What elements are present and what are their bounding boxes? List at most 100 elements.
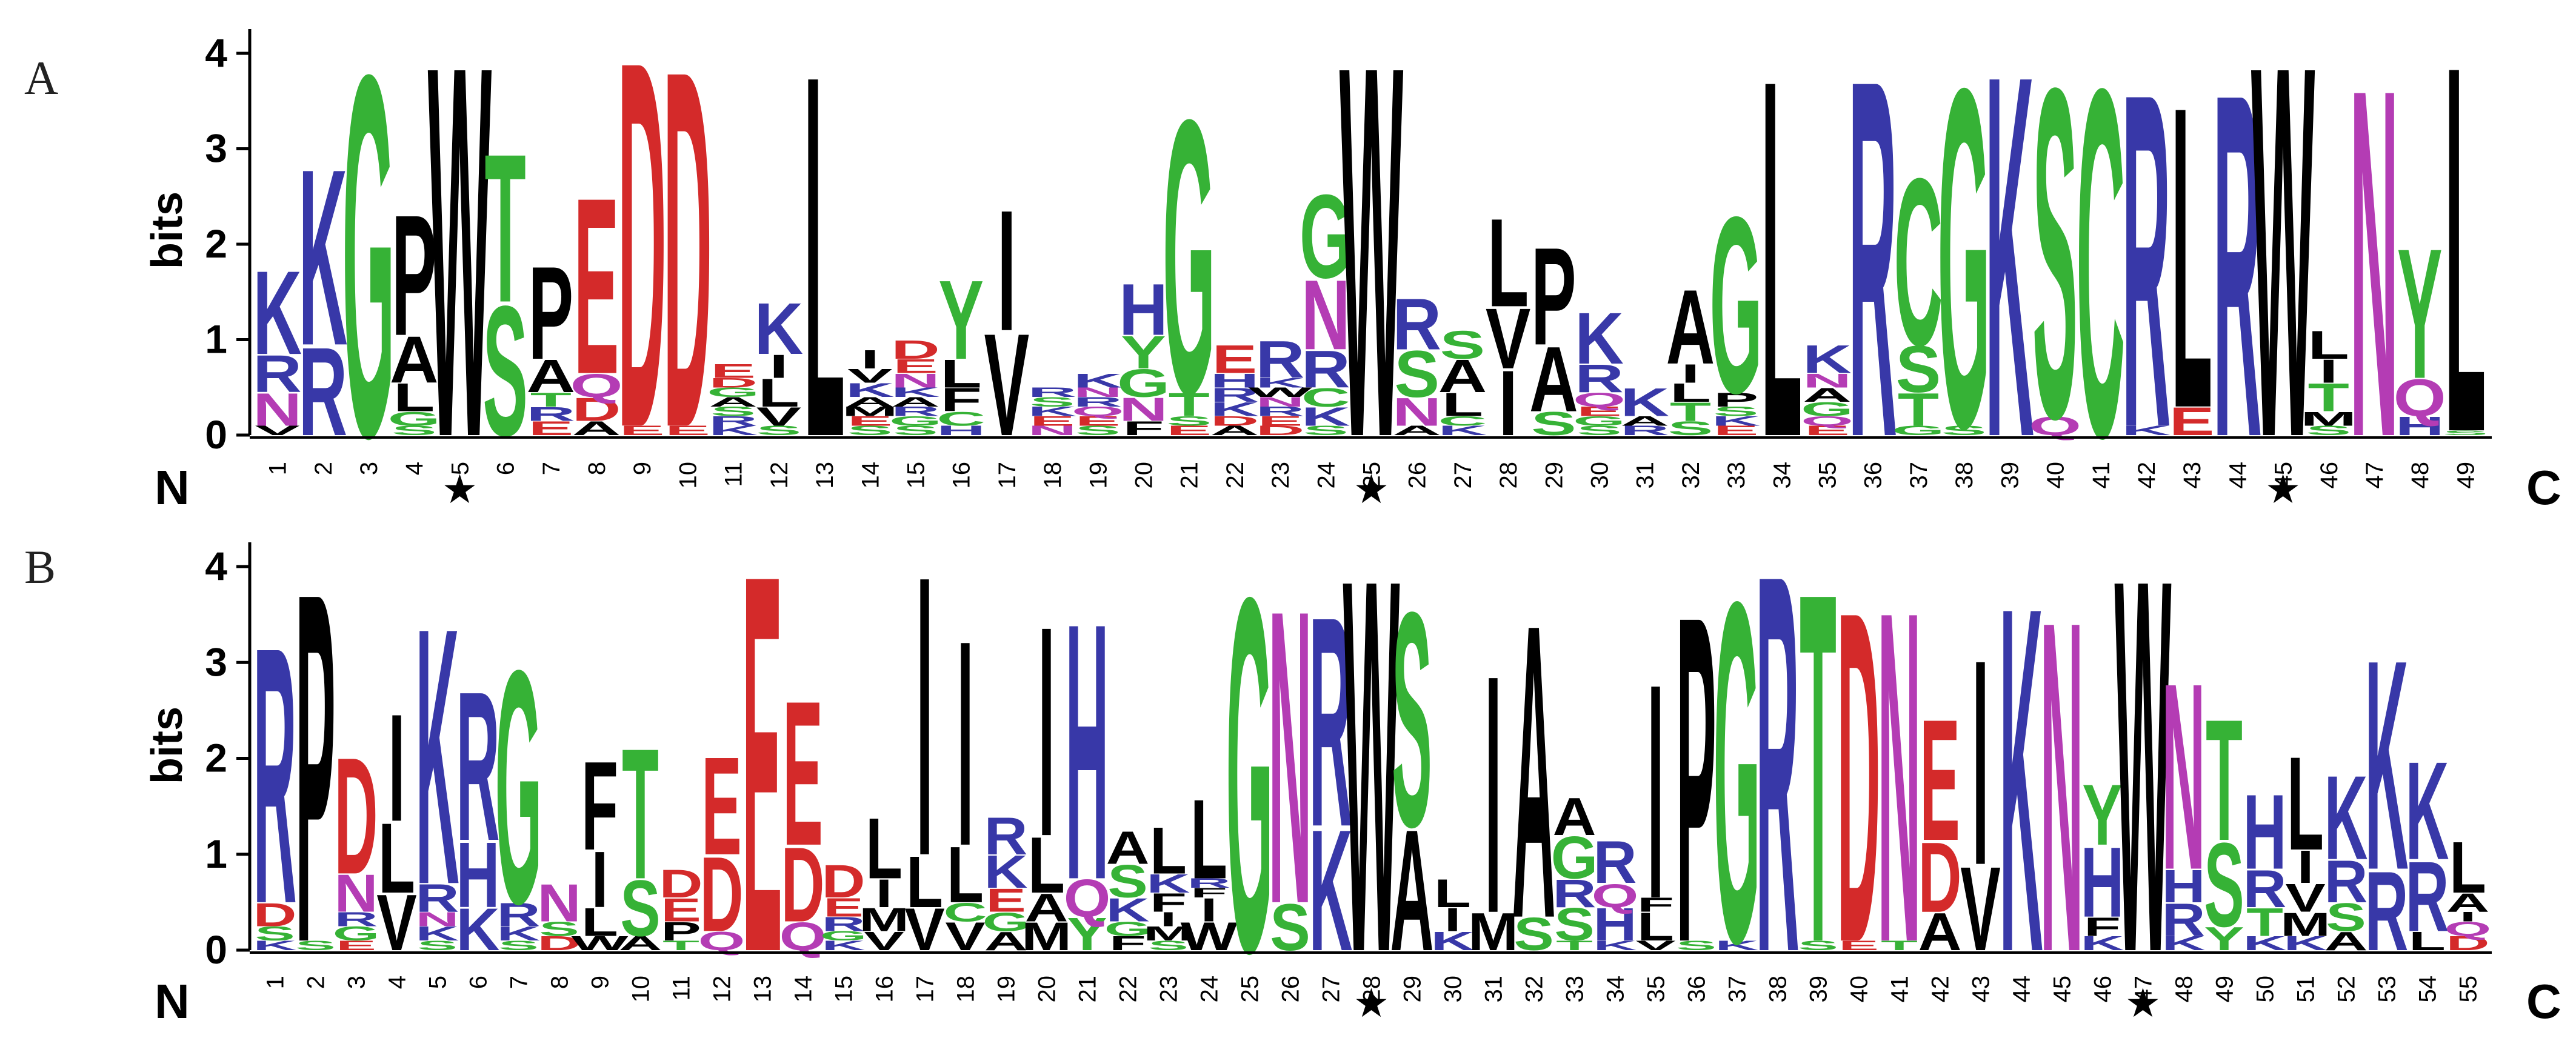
position-label: 36 xyxy=(1684,976,1710,1003)
logo-letter: Q xyxy=(1801,414,1854,428)
position-label: 27 xyxy=(1318,976,1345,1003)
logo-letter: L xyxy=(1637,905,1674,949)
logo-letter: R xyxy=(456,647,500,885)
logo-letter: Y xyxy=(1121,327,1166,379)
position-label: 16 xyxy=(949,462,975,489)
logo-letter: R xyxy=(416,876,459,920)
logo-letter: E xyxy=(1577,404,1621,419)
logo-letter: S xyxy=(1030,394,1075,409)
logo-letter: D xyxy=(700,836,744,954)
position-label: 34 xyxy=(1769,462,1795,489)
logo-column: W xyxy=(2115,468,2172,1058)
position-label: 51 xyxy=(2293,976,2320,1003)
logo-letter: K xyxy=(1715,938,1759,953)
logo-letter: R xyxy=(1309,554,1353,889)
logo-letter: D xyxy=(1210,414,1260,428)
position-label: 45 xyxy=(2049,976,2076,1003)
x-axis-a: 1 2 3 4 5 6 7 8 9 10 11 12 13 14 15 16 17 18 19 20 21 22 23 24 2… xyxy=(250,436,2492,489)
logo-letter: S xyxy=(1668,418,1713,439)
logo-letter: L xyxy=(1487,193,1529,334)
logo-letter: N xyxy=(891,370,940,391)
logo-column: ED xyxy=(1837,512,1881,1041)
y-tick-label: 2 xyxy=(205,736,227,780)
position-label: 2 xyxy=(310,462,337,475)
position-label: 21 xyxy=(1176,462,1203,489)
logo-letter: A xyxy=(619,932,662,954)
y-tick-label: 2 xyxy=(205,221,227,266)
position-label: 3 xyxy=(356,462,382,475)
logo-letter: K xyxy=(846,379,895,401)
logo-letter: D xyxy=(253,896,297,934)
logo-letter: A xyxy=(1210,423,1260,438)
logo-letter: C xyxy=(1301,382,1350,412)
logo-letter: R xyxy=(891,404,940,419)
logo-letter: L xyxy=(2308,323,2349,367)
logo-letter: R xyxy=(2243,859,2287,918)
logo-letter: E xyxy=(986,882,1026,919)
logo-letter: R xyxy=(1073,394,1123,409)
logo-letter: G xyxy=(707,385,759,399)
logo-letter: E xyxy=(1920,684,1960,877)
position-label: 4 xyxy=(384,976,411,989)
position-label: 28 xyxy=(1495,462,1522,489)
logo-letter: S xyxy=(417,938,457,953)
position-label: 14 xyxy=(790,976,817,1003)
position-label: 43 xyxy=(1968,976,1995,1003)
logo-letter: A xyxy=(846,394,895,409)
logo-letter: A xyxy=(527,350,576,402)
logo-letter: W xyxy=(1181,914,1238,959)
y-axis-a: 0 1 2 3 4 xyxy=(205,29,252,457)
logo-letter: E xyxy=(701,728,741,884)
logo-letter: K xyxy=(253,246,302,379)
logo-letter: R xyxy=(527,403,576,425)
logo-letter: K xyxy=(709,423,758,438)
logo-letter: Q xyxy=(570,367,623,404)
logo-letter: P xyxy=(661,917,701,947)
position-label: 45 xyxy=(2271,462,2297,489)
position-label: 35 xyxy=(1815,462,1841,489)
logo-letter: T xyxy=(2246,900,2283,944)
logo-letter: D xyxy=(335,723,378,909)
logo-letter: D xyxy=(659,862,703,906)
position-label: 53 xyxy=(2374,976,2401,1003)
logo-column: QDE xyxy=(779,659,826,959)
logo-letter: R xyxy=(335,908,378,931)
logo-column: RK xyxy=(298,118,347,462)
logo-letter: N xyxy=(1269,522,1312,991)
logo-letter: N xyxy=(1028,423,1077,438)
logo-letter: I xyxy=(1972,599,1989,926)
logo-letter: P xyxy=(1676,519,1716,1040)
position-label: 6 xyxy=(465,976,492,989)
logo-letter: K xyxy=(416,551,459,960)
logo-letter: E xyxy=(823,893,863,922)
y-tick-label: 3 xyxy=(205,639,227,684)
y-axis-title-b: bits xyxy=(143,707,192,784)
logo-letter: V xyxy=(945,914,985,959)
logo-letter: N xyxy=(335,863,378,923)
logo-letter: Q xyxy=(2029,411,2081,441)
logo-column: QS xyxy=(2029,0,2081,516)
logo-letter: E xyxy=(1075,414,1120,428)
position-label: 8 xyxy=(584,462,610,475)
logo-letter: L xyxy=(393,376,435,420)
logo-column: R xyxy=(1756,463,1800,1058)
logo-letter: D xyxy=(1837,512,1881,1041)
logo-letter: L xyxy=(1670,378,1711,407)
logo-letter: L xyxy=(1434,871,1471,915)
logo-column: QDE xyxy=(698,728,745,956)
logo-letter: D xyxy=(781,826,825,945)
position-label: 4 xyxy=(401,462,428,475)
logo-letter: A xyxy=(1529,328,1578,431)
position-label: 43 xyxy=(2179,462,2206,489)
y-tick-label: 4 xyxy=(205,30,227,75)
